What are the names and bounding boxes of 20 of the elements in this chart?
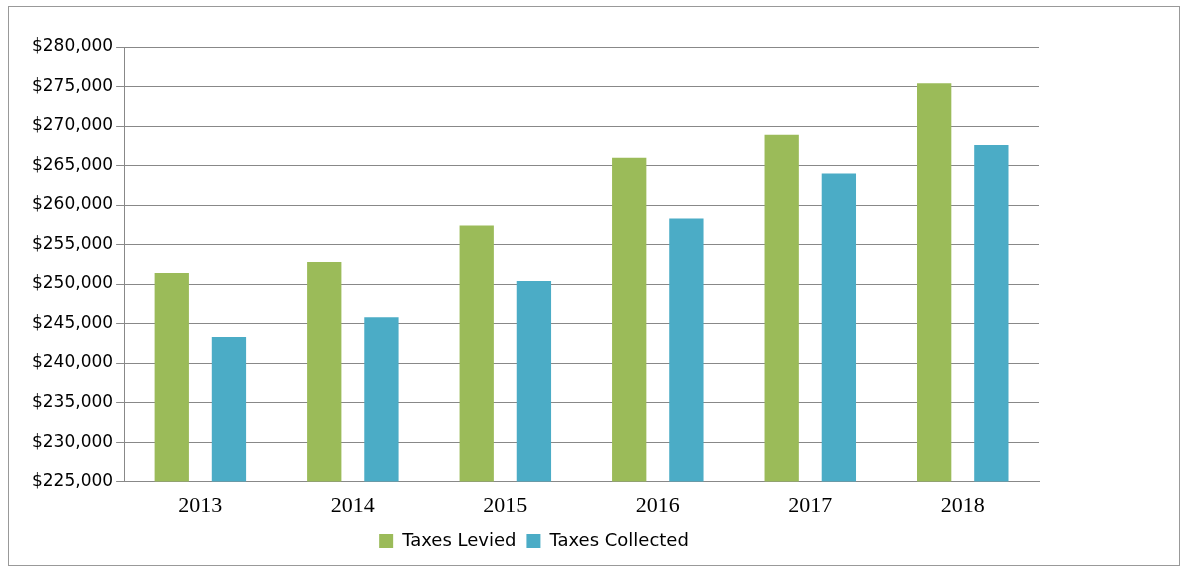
y-tick-label: $240,000 [31,351,114,372]
x-tick-label: 2018 [940,491,985,517]
y-tick-label: $280,000 [31,35,114,56]
y-tick-label: $250,000 [31,272,114,293]
y-tick-label: $245,000 [31,311,114,332]
y-tick-label: $225,000 [31,470,114,491]
legend-label: Taxes Collected [548,528,689,550]
y-tick-label: $230,000 [31,430,114,451]
y-tick-label: $265,000 [31,153,114,174]
y-tick-label: $235,000 [31,391,114,411]
y-tick-label: $260,000 [31,193,114,214]
y-tick-label: $275,000 [31,74,114,95]
legend-label: Taxes Levied [401,528,517,550]
x-tick-label: 2017 [788,491,833,517]
x-tick-label: 2015 [483,491,528,517]
x-tick-label: 2013 [178,491,223,517]
x-tick-label: 2016 [635,491,680,517]
y-tick-label: $270,000 [31,114,114,135]
x-tick-label: 2014 [330,491,375,517]
y-tick-label: $255,000 [31,232,114,253]
